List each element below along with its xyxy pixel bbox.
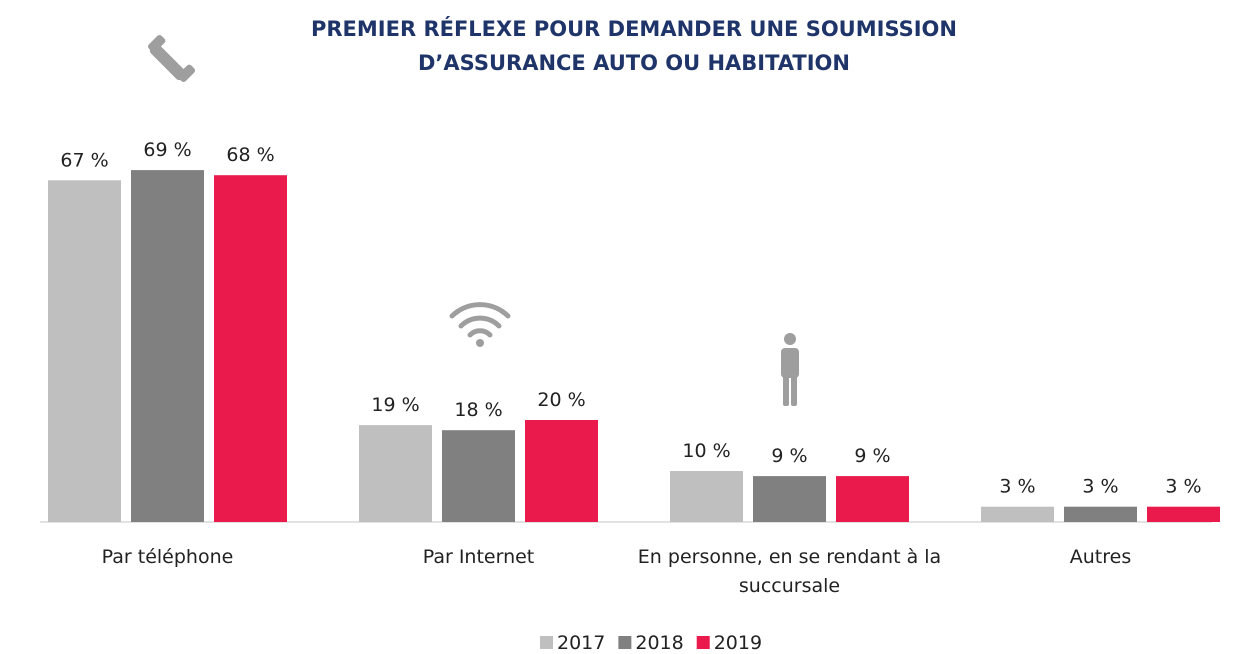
bar — [753, 476, 826, 522]
wifi-icon — [449, 302, 511, 347]
bar — [1147, 506, 1220, 522]
data-label: 10 % — [682, 440, 730, 462]
chart-title: PREMIER RÉFLEXE POUR DEMANDER UNE SOUMIS… — [311, 16, 957, 41]
bar — [836, 476, 909, 522]
data-label: 20 % — [537, 389, 585, 411]
data-label: 9 % — [854, 445, 890, 467]
legend-label: 2017 — [557, 632, 605, 654]
bar — [359, 425, 432, 522]
x-tick-label: Autres — [1069, 546, 1132, 568]
data-label: 68 % — [226, 144, 274, 166]
person-icon — [781, 333, 799, 406]
x-tick-label: En personne, en se rendant à la succursa… — [637, 546, 942, 597]
legend-swatch — [618, 636, 632, 649]
data-label: 3 % — [1165, 476, 1201, 498]
x-tick-label: Par téléphone — [101, 546, 234, 568]
bar — [981, 506, 1054, 522]
bar — [442, 430, 515, 522]
chart-title: D’ASSURANCE AUTO OU HABITATION — [418, 51, 850, 75]
legend-swatch — [540, 636, 553, 649]
bar — [48, 180, 121, 523]
data-label: 3 % — [1082, 476, 1118, 498]
legend-swatch — [696, 636, 710, 649]
bar — [525, 420, 598, 522]
data-label: 67 % — [60, 149, 108, 171]
bar — [214, 175, 287, 522]
data-label: 9 % — [771, 445, 807, 467]
data-label: 3 % — [999, 476, 1035, 498]
legend-label: 2019 — [714, 632, 762, 654]
bar — [131, 170, 204, 522]
phone-icon — [148, 34, 196, 82]
bar — [1064, 506, 1137, 522]
data-label: 19 % — [371, 394, 419, 416]
data-label: 69 % — [143, 139, 191, 161]
data-label: 18 % — [454, 399, 502, 421]
bar — [670, 471, 743, 522]
x-tick-label: Par Internet — [422, 546, 535, 568]
legend-label: 2018 — [635, 632, 683, 654]
